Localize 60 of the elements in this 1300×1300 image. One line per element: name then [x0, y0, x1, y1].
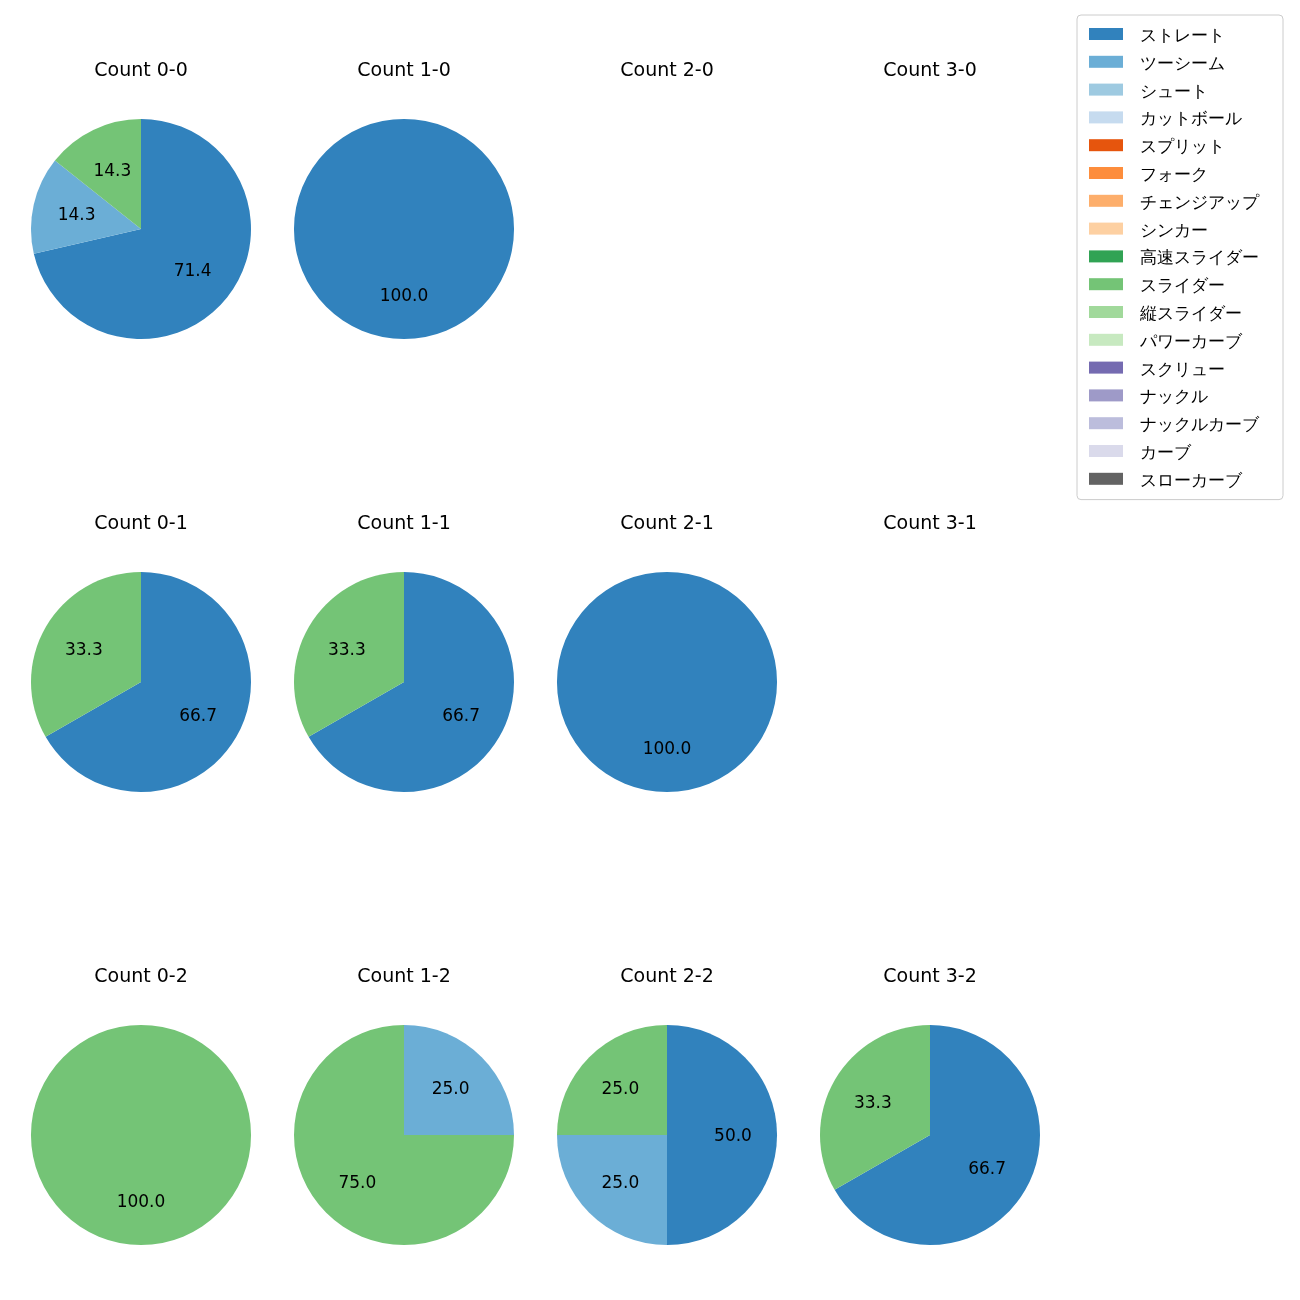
pie-slice — [31, 160, 141, 254]
pie-slice — [667, 1025, 777, 1245]
legend-label: 縦スライダー — [1139, 303, 1242, 323]
legend-label: カーブ — [1140, 442, 1192, 462]
pie-slice — [308, 572, 514, 792]
data-label: 75.0 — [338, 1171, 377, 1192]
data-label: 25.0 — [601, 1078, 640, 1099]
pie-slice — [820, 1025, 930, 1190]
legend-label: フォーク — [1140, 164, 1208, 184]
data-label: 25.0 — [431, 1078, 470, 1099]
legend-label: スクリュー — [1140, 358, 1225, 379]
data-label: 66.7 — [442, 705, 481, 726]
data-label: 100.0 — [379, 285, 429, 305]
data-label: 66.7 — [179, 705, 218, 726]
chart-title: Count 1-0 — [357, 58, 451, 80]
data-label: 33.3 — [64, 638, 103, 659]
legend-label: パワーカーブ — [1139, 330, 1243, 351]
legend-label: ナックルカーブ — [1140, 414, 1260, 435]
chart-title: Count 3-2 — [883, 964, 977, 986]
legend-label: スローカーブ — [1140, 469, 1243, 490]
data-label: 71.4 — [173, 260, 212, 281]
data-label: 14.3 — [57, 204, 96, 225]
legend-label: 高速スライダー — [1140, 247, 1259, 268]
chart-title: Count 0-1 — [94, 511, 188, 533]
pie-slice — [294, 1025, 514, 1245]
text: Count 3-0 — [883, 58, 977, 80]
data-label: 50.0 — [714, 1125, 752, 1145]
pie-slice — [31, 572, 141, 737]
pie-slice — [45, 572, 251, 792]
pie-slice — [294, 572, 404, 737]
chart-title: Count 1-2 — [357, 964, 451, 986]
data-label: 25.0 — [601, 1171, 640, 1192]
data-label: 14.3 — [93, 159, 132, 180]
pie-slice — [33, 119, 251, 339]
legend-label: スライダー — [1140, 275, 1225, 296]
text: Count 3-1 — [883, 511, 977, 533]
chart-title: Count 2-2 — [620, 964, 714, 986]
data-label: 100.0 — [116, 1191, 166, 1211]
legend-label: カットボール — [1140, 108, 1242, 129]
pie-slice — [834, 1025, 1040, 1245]
pie-slice — [557, 1135, 667, 1245]
legend-label: スプリット — [1140, 136, 1225, 157]
legend-label: シンカー — [1140, 219, 1208, 240]
chart-title: Count 0-2 — [94, 964, 188, 986]
legend-label: ナックル — [1140, 386, 1208, 407]
text: Count 0-0 — [94, 58, 188, 80]
legend-label: ツーシーム — [1140, 52, 1225, 73]
pie-slice — [54, 119, 141, 229]
pie-slice — [404, 1025, 514, 1135]
chart-title: Count 1-1 — [357, 511, 451, 533]
data-label: 100.0 — [642, 738, 692, 758]
data-label: 33.3 — [327, 638, 366, 659]
chart-title: Count 2-1 — [620, 511, 714, 533]
legend-label: チェンジアップ — [1140, 191, 1260, 212]
legend-label: シュート — [1140, 80, 1208, 101]
text: Count 2-0 — [620, 58, 714, 80]
data-label: 33.3 — [853, 1091, 892, 1112]
pie-slice — [557, 1025, 667, 1135]
legend-label: ストレート — [1140, 25, 1225, 45]
data-label: 66.7 — [968, 1158, 1007, 1179]
